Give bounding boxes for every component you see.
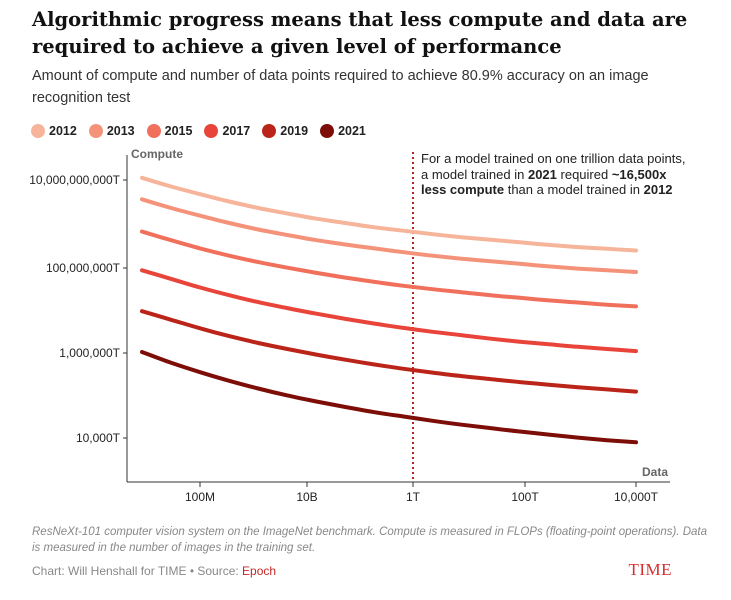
legend: 2012 2013 2015 2017 2019 2021 [31, 124, 378, 138]
x-tick-label: 1T [406, 490, 421, 504]
legend-item-2013: 2013 [88, 124, 135, 138]
legend-label-2013: 2013 [106, 124, 135, 138]
annotation-emphasis: ~16,500x less compute [421, 166, 667, 198]
annotation-year-new: 2021 [527, 166, 557, 182]
source-link[interactable]: Epoch [242, 564, 277, 578]
reference-annotation: For a model trained on one trillion data… [421, 151, 686, 198]
legend-label-2015: 2015 [164, 124, 193, 138]
credit-text: Chart: Will Henshall for TIME • Source: [32, 564, 243, 578]
legend-label-2021: 2021 [338, 124, 366, 138]
legend-swatch-2012 [31, 124, 45, 138]
methodology-note: ResNeXt-101 computer vision system on th… [32, 526, 707, 554]
x-axis-title: Data [642, 465, 668, 479]
x-tick-label: 10,000T [614, 490, 659, 504]
x-tick-label: 100M [185, 490, 215, 504]
legend-label-2012: 2012 [49, 124, 77, 138]
legend-item-2021: 2021 [320, 124, 366, 138]
time-logo: TIME [628, 560, 672, 579]
chart-subtitle: Amount of compute and number of data poi… [32, 68, 649, 106]
y-axis-title: Compute [131, 147, 183, 161]
y-tick-label: 10,000,000,000T [29, 173, 120, 187]
legend-swatch-2015 [146, 124, 161, 138]
legend-swatch-2019 [262, 124, 277, 138]
series-line-2019 [140, 309, 638, 394]
series-line-2013 [140, 197, 638, 274]
series-line-2015 [140, 229, 638, 309]
annotation-text-1: For a model trained on one trillion data… [421, 151, 686, 182]
annotation-year-old: 2012 [643, 182, 673, 197]
x-tick-label: 10B [296, 490, 317, 504]
legend-item-2012: 2012 [31, 124, 77, 138]
series-line-2021 [140, 350, 638, 445]
credit-line: Chart: Will Henshall for TIME • Source: … [32, 564, 276, 578]
y-tick-label: 1,000,000T [59, 346, 120, 360]
legend-label-2019: 2019 [280, 124, 309, 138]
y-tick-label: 100,000,000T [46, 261, 121, 275]
legend-item-2017: 2017 [204, 124, 250, 138]
legend-item-2019: 2019 [262, 124, 308, 138]
y-tick-label: 10,000T [76, 431, 121, 445]
legend-label-2017: 2017 [222, 124, 251, 138]
chart-title: Algorithmic progress means that less com… [32, 8, 688, 58]
legend-item-2015: 2015 [146, 124, 193, 138]
x-tick-label: 100T [511, 490, 539, 504]
line-chart: Compute Data 10,000,000,000T 100,000,000T 1,… [29, 147, 670, 504]
legend-swatch-2013 [88, 124, 103, 138]
annotation-text-2: required [560, 166, 609, 182]
annotation-text-3: than a model trained in [507, 182, 640, 197]
legend-swatch-2021 [320, 124, 335, 138]
series-line-2012 [140, 175, 638, 253]
series-line-2017 [140, 268, 638, 354]
legend-swatch-2017 [204, 124, 219, 138]
